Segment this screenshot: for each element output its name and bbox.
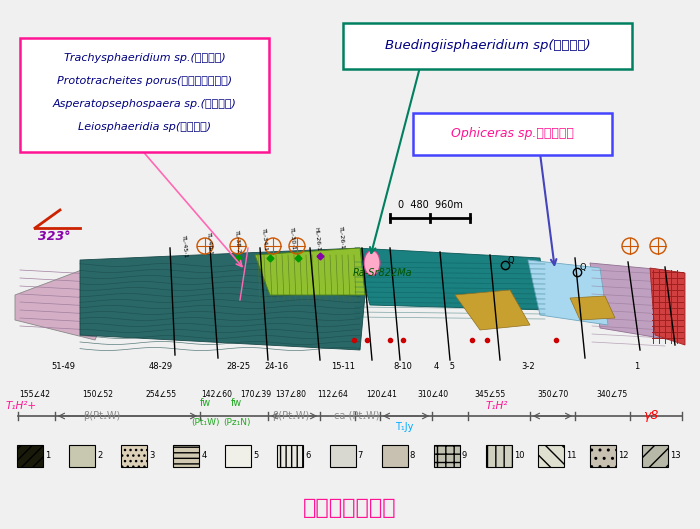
Text: 155∠42: 155∠42	[20, 390, 50, 399]
Text: 9: 9	[462, 451, 467, 461]
Text: T₁Jy: T₁Jy	[395, 422, 414, 432]
FancyBboxPatch shape	[343, 23, 632, 69]
Text: 1: 1	[634, 362, 640, 371]
Bar	[225, 445, 251, 467]
Text: 7: 7	[358, 451, 363, 461]
Text: Prototracheites porus(具穴原始拟导管): Prototracheites porus(具穴原始拟导管)	[57, 76, 232, 86]
Polygon shape	[570, 296, 615, 320]
Bar	[434, 445, 460, 467]
Text: β(Pt₁W): β(Pt₁W)	[83, 411, 120, 421]
Text: 350∠70: 350∠70	[538, 390, 568, 399]
Text: 8: 8	[410, 451, 415, 461]
Text: 8-10: 8-10	[393, 362, 412, 371]
Text: Ra-Sr822Ma: Ra-Sr822Ma	[353, 268, 412, 278]
Polygon shape	[590, 263, 672, 340]
Text: 4: 4	[202, 451, 206, 461]
Bar	[174, 445, 199, 467]
Text: (Pz₁N): (Pz₁N)	[223, 418, 251, 427]
Text: 0  480  960m: 0 480 960m	[398, 200, 463, 210]
Bar	[69, 445, 95, 467]
Bar	[642, 445, 668, 467]
Text: 345∠55: 345∠55	[475, 390, 505, 399]
Text: 3: 3	[149, 451, 155, 461]
Ellipse shape	[364, 251, 380, 276]
Bar	[590, 445, 616, 467]
Text: 11: 11	[566, 451, 576, 461]
Text: 310∠40: 310∠40	[417, 390, 448, 399]
Bar	[382, 445, 407, 467]
Text: 254∠55: 254∠55	[146, 390, 176, 399]
Text: ca (Pt₁W): ca (Pt₁W)	[335, 411, 379, 421]
Polygon shape	[355, 248, 548, 310]
Text: TL-38-2: TL-38-2	[234, 230, 241, 254]
Text: 10: 10	[514, 451, 524, 461]
Text: 137∠80: 137∠80	[275, 390, 306, 399]
Text: 13: 13	[670, 451, 680, 461]
Text: T₁H²+: T₁H²+	[6, 401, 36, 411]
Text: 2: 2	[97, 451, 102, 461]
Text: 340∠75: 340∠75	[597, 390, 628, 399]
Text: 51-49: 51-49	[51, 362, 75, 371]
Text: Trachysphaeridium sp.(粗面球藻): Trachysphaeridium sp.(粗面球藻)	[64, 53, 225, 63]
Text: Leiosphaeridia sp(光面球藻): Leiosphaeridia sp(光面球藻)	[78, 122, 211, 132]
Polygon shape	[255, 248, 365, 295]
Text: 24-16: 24-16	[265, 362, 288, 371]
Text: Q: Q	[508, 256, 514, 265]
Text: 4    5: 4 5	[434, 362, 455, 371]
Text: 6: 6	[305, 451, 311, 461]
Text: Buedingiisphaeridium sp(布丁球藻): Buedingiisphaeridium sp(布丁球藻)	[385, 40, 590, 52]
Bar	[17, 445, 43, 467]
Polygon shape	[528, 260, 608, 325]
Text: 142∠60: 142∠60	[202, 390, 232, 399]
Text: T₁H²: T₁H²	[486, 401, 508, 411]
Text: 170∠39: 170∠39	[240, 390, 271, 399]
Text: (Pt₁W): (Pt₁W)	[191, 418, 219, 427]
Polygon shape	[80, 248, 365, 350]
Text: HL-26-1: HL-26-1	[314, 227, 321, 252]
Text: 120∠41: 120∠41	[366, 390, 397, 399]
Text: 323°: 323°	[38, 230, 71, 243]
Text: TL-34-1: TL-34-1	[262, 228, 269, 252]
Text: fw: fw	[231, 398, 242, 408]
Text: 混杂岩地层剖面: 混杂岩地层剖面	[303, 498, 397, 518]
FancyBboxPatch shape	[413, 113, 612, 155]
Text: TL-26-1: TL-26-1	[339, 226, 346, 250]
Text: β(Pt₁W): β(Pt₁W)	[272, 411, 309, 421]
Text: fw: fw	[199, 398, 211, 408]
Bar	[330, 445, 356, 467]
Text: Asperatopsephospaera sp.(糙面球藻): Asperatopsephospaera sp.(糙面球藻)	[52, 99, 237, 109]
Polygon shape	[650, 268, 685, 345]
Bar	[121, 445, 147, 467]
Text: 5: 5	[253, 451, 258, 461]
Bar	[277, 445, 303, 467]
Text: 12: 12	[618, 451, 629, 461]
Text: 28-25: 28-25	[226, 362, 250, 371]
Text: TL-40-1: TL-40-1	[206, 232, 214, 256]
Text: 112∠64: 112∠64	[317, 390, 348, 399]
Text: TL-30-1: TL-30-1	[290, 227, 297, 251]
Polygon shape	[15, 265, 115, 340]
Text: γ8: γ8	[643, 409, 659, 423]
Bar	[486, 445, 512, 467]
Text: 1: 1	[45, 451, 50, 461]
Text: 150∠52: 150∠52	[83, 390, 113, 399]
Bar	[538, 445, 564, 467]
FancyBboxPatch shape	[20, 38, 269, 152]
Text: Ophiceras sp.（蛇菊石）: Ophiceras sp.（蛇菊石）	[451, 127, 574, 141]
Text: 15-11: 15-11	[331, 362, 355, 371]
Text: 3-2: 3-2	[522, 362, 536, 371]
Text: Q: Q	[580, 263, 587, 272]
Text: TL-45-1: TL-45-1	[181, 235, 188, 259]
Text: 48-29: 48-29	[149, 362, 173, 371]
Polygon shape	[455, 290, 530, 330]
